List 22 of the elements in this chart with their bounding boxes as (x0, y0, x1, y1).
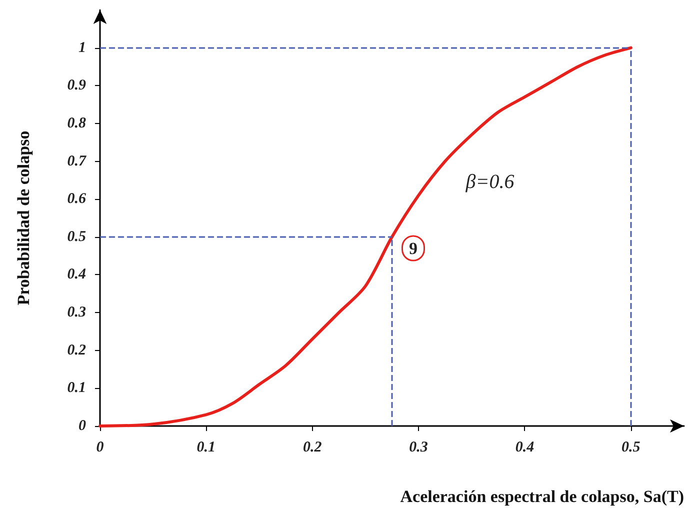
y-tick-label: 0.7 (67, 153, 86, 170)
x-tick-label: 0.5 (622, 440, 641, 456)
y-tick-label: 0.4 (67, 266, 86, 283)
annotation: 9 (408, 238, 418, 258)
annotation: β=0.6 (464, 171, 514, 193)
x-tick-label: 0.1 (196, 440, 216, 456)
x-axis-title: Aceleración espectral de colapso, Sa(T) (400, 487, 684, 506)
y-tick-label: 0.2 (67, 342, 86, 358)
x-tick-label: 0 (96, 440, 104, 456)
y-tick-label: 0.8 (67, 115, 86, 132)
line-series (98, 46, 632, 428)
y-tick-label: 0.3 (67, 304, 86, 321)
y-tick-label: 0.1 (67, 380, 86, 396)
x-tick-label: 0.4 (515, 440, 535, 456)
x-tick-label: 0.3 (409, 440, 428, 456)
y-tick-label: 0 (78, 418, 86, 434)
y-tick-label: 0.6 (67, 191, 86, 208)
y-tick-label: 0.5 (67, 228, 86, 245)
x-tick-label: 0.2 (302, 440, 322, 456)
y-tick-label: 1 (78, 40, 86, 56)
y-axis-title: Probabilidad de colapso (14, 130, 33, 306)
y-tick-label: 0.9 (67, 78, 86, 94)
